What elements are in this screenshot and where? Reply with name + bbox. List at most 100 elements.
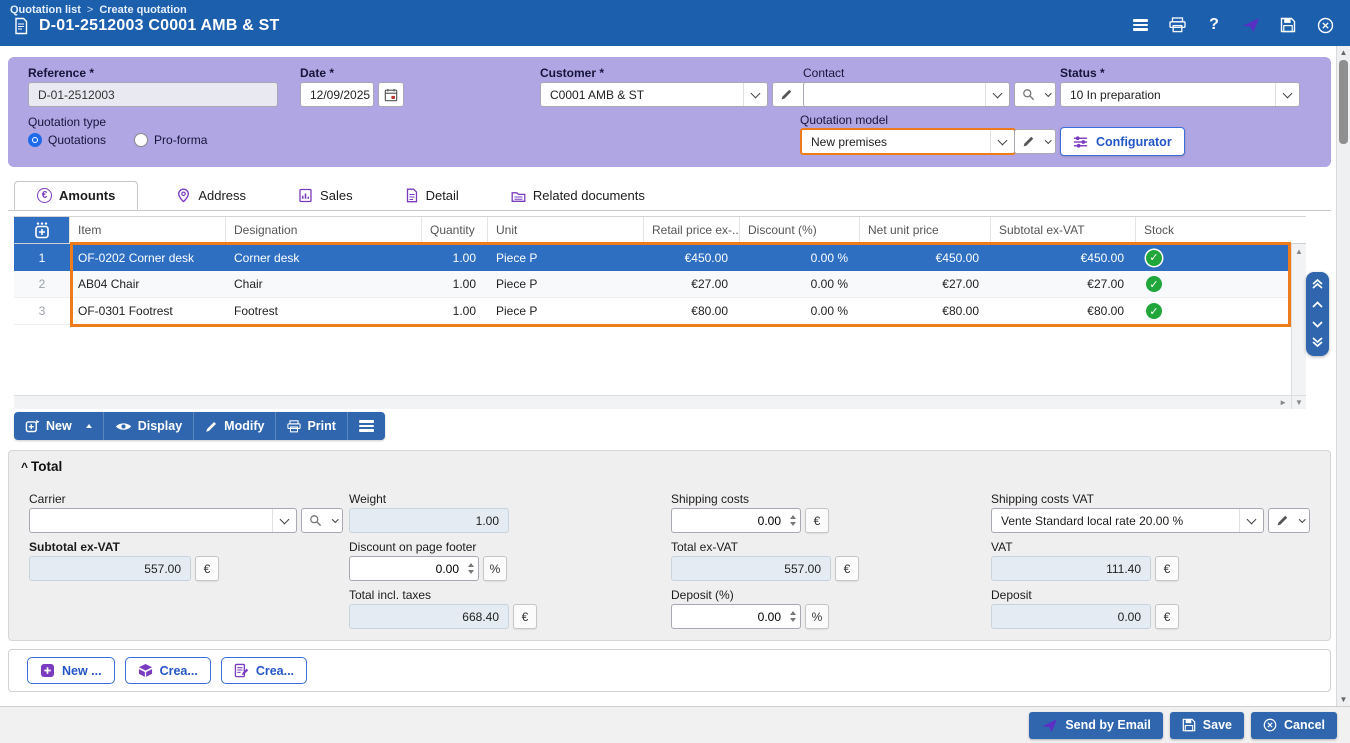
save-icon[interactable] (1279, 16, 1297, 34)
send-icon[interactable] (1242, 16, 1260, 34)
carrier-select[interactable] (29, 508, 297, 533)
carrier-search-button[interactable] (301, 508, 343, 533)
status-select[interactable]: 10 In preparation (1060, 82, 1300, 107)
table-row[interactable]: 2 AB04 Chair Chair 1.00 Piece P €27.00 0… (14, 271, 1306, 298)
col-header-unit[interactable]: Unit (488, 217, 644, 243)
cell-quantity[interactable]: 1.00 (452, 277, 476, 291)
tab-detail[interactable]: Detail (391, 181, 473, 210)
quotation-model-edit-button[interactable] (1014, 129, 1056, 154)
cell-retail-price[interactable]: €27.00 (691, 277, 728, 291)
menu-icon[interactable] (1131, 16, 1149, 34)
contact-select[interactable] (803, 82, 1010, 107)
scroll-up-icon[interactable]: ▲ (1295, 247, 1303, 256)
cell-net-unit-price[interactable]: €27.00 (942, 277, 979, 291)
tab-sales[interactable]: Sales (284, 181, 367, 210)
table-row[interactable]: 1 OF-0202 Corner desk Corner desk 1.00 P… (14, 244, 1306, 271)
new-document-button[interactable]: New ... (27, 657, 115, 684)
grid-horizontal-scrollbar[interactable]: ► (14, 395, 1291, 409)
shipping-vat-edit-button[interactable] (1268, 508, 1310, 533)
double-chevron-down-icon[interactable] (1312, 336, 1323, 350)
cell-quantity[interactable]: 1.00 (452, 250, 476, 265)
cell-item[interactable]: AB04 Chair (78, 277, 140, 291)
radio-proforma[interactable]: Pro-forma (134, 133, 207, 147)
radio-quotations[interactable]: Quotations (28, 133, 106, 147)
cell-discount[interactable]: 0.00 % (810, 277, 848, 291)
print-icon[interactable] (1168, 16, 1186, 34)
shipping-costs-input[interactable] (672, 513, 785, 528)
new-line-button[interactable]: New (14, 412, 103, 440)
cell-unit[interactable]: Piece P (496, 250, 538, 265)
scroll-down-icon[interactable]: ▼ (1295, 398, 1303, 407)
stepper-icons[interactable] (785, 509, 800, 532)
display-line-button[interactable]: Display (102, 412, 193, 440)
cell-subtotal[interactable]: €450.00 (1080, 250, 1124, 265)
tab-related-documents[interactable]: Related documents (497, 181, 659, 210)
cell-subtotal[interactable]: €80.00 (1087, 304, 1124, 318)
save-button[interactable]: Save (1169, 711, 1244, 739)
cell-retail-price[interactable]: €450.00 (684, 250, 728, 265)
send-by-email-button[interactable]: Send by Email (1029, 711, 1163, 739)
cell-unit[interactable]: Piece P (496, 277, 538, 291)
cell-item[interactable]: OF-0202 Corner desk (78, 250, 195, 265)
table-row[interactable]: 3 OF-0301 Footrest Footrest 1.00 Piece P… (14, 298, 1306, 325)
scroll-up-icon[interactable]: ▲ (1339, 48, 1348, 57)
breadcrumb-quotation-list[interactable]: Quotation list (10, 4, 81, 16)
scroll-right-icon[interactable]: ► (1279, 398, 1287, 407)
deposit-percent-input[interactable] (672, 609, 785, 624)
quotation-model-select[interactable]: New premises (800, 128, 1016, 155)
create-button-2[interactable]: Crea... (220, 657, 308, 684)
cell-designation[interactable]: Corner desk (234, 250, 300, 265)
tab-address[interactable]: Address (162, 181, 260, 210)
grid-vertical-scrollbar[interactable]: ▲ (1291, 244, 1306, 395)
col-header-net-unit-price[interactable]: Net unit price (860, 217, 991, 243)
date-input[interactable] (301, 87, 373, 102)
calendar-icon[interactable] (378, 82, 404, 107)
col-header-subtotal[interactable]: Subtotal ex-VAT (991, 217, 1136, 243)
scrollbar-thumb[interactable] (1339, 60, 1348, 144)
cell-retail-price[interactable]: €80.00 (691, 304, 728, 318)
grid-scroll-corner[interactable]: ▼ (1291, 395, 1306, 409)
stepper-icons[interactable] (463, 557, 478, 580)
configurator-button[interactable]: Configurator (1060, 127, 1185, 156)
cell-net-unit-price[interactable]: €450.00 (935, 250, 979, 265)
cell-designation[interactable]: Chair (234, 277, 263, 291)
page-scrollbar[interactable]: ▲ ▼ (1336, 46, 1350, 706)
create-button-1[interactable]: Crea... (124, 657, 211, 684)
contact-search-button[interactable] (1014, 82, 1056, 107)
col-header-stock[interactable]: Stock (1144, 223, 1175, 237)
col-header-discount[interactable]: Discount (%) (740, 217, 860, 243)
col-header-item[interactable]: Item (70, 217, 226, 243)
cell-quantity[interactable]: 1.00 (452, 304, 476, 318)
col-header-quantity[interactable]: Quantity (422, 217, 488, 243)
col-header-designation[interactable]: Designation (226, 217, 422, 243)
col-header-retail-price[interactable]: Retail price ex-... (644, 217, 740, 243)
print-line-button[interactable]: Print (275, 412, 346, 440)
modify-line-button[interactable]: Modify (193, 412, 275, 440)
shipping-costs-field[interactable] (671, 508, 801, 533)
cell-designation[interactable]: Footrest (234, 304, 279, 318)
help-icon[interactable]: ? (1209, 16, 1219, 33)
cell-net-unit-price[interactable]: €80.00 (942, 304, 979, 318)
stepper-icons[interactable] (785, 605, 800, 628)
discount-footer-field[interactable] (349, 556, 479, 581)
collapse-icon[interactable]: ^ (21, 459, 29, 474)
deposit-percent-field[interactable] (671, 604, 801, 629)
cell-discount[interactable]: 0.00 % (810, 250, 848, 265)
chevron-down-icon[interactable] (1312, 317, 1323, 331)
chevron-up-icon[interactable] (1312, 297, 1323, 311)
scroll-down-icon[interactable]: ▼ (1339, 695, 1348, 704)
add-row-button[interactable] (14, 217, 70, 243)
cancel-button[interactable]: Cancel (1251, 711, 1337, 739)
close-icon[interactable] (1316, 16, 1334, 34)
double-chevron-up-icon[interactable] (1312, 278, 1323, 292)
shipping-vat-select[interactable]: Vente Standard local rate 20.00 % (991, 508, 1264, 533)
cell-unit[interactable]: Piece P (496, 304, 538, 318)
customer-select[interactable]: C0001 AMB & ST (540, 82, 768, 107)
cell-subtotal[interactable]: €27.00 (1087, 277, 1124, 291)
discount-footer-input[interactable] (350, 561, 463, 576)
cell-item[interactable]: OF-0301 Footrest (78, 304, 173, 318)
more-actions-button[interactable] (346, 412, 385, 440)
date-field[interactable] (300, 82, 374, 107)
cell-discount[interactable]: 0.00 % (810, 304, 848, 318)
total-section-header[interactable]: ^ Total (21, 459, 62, 474)
